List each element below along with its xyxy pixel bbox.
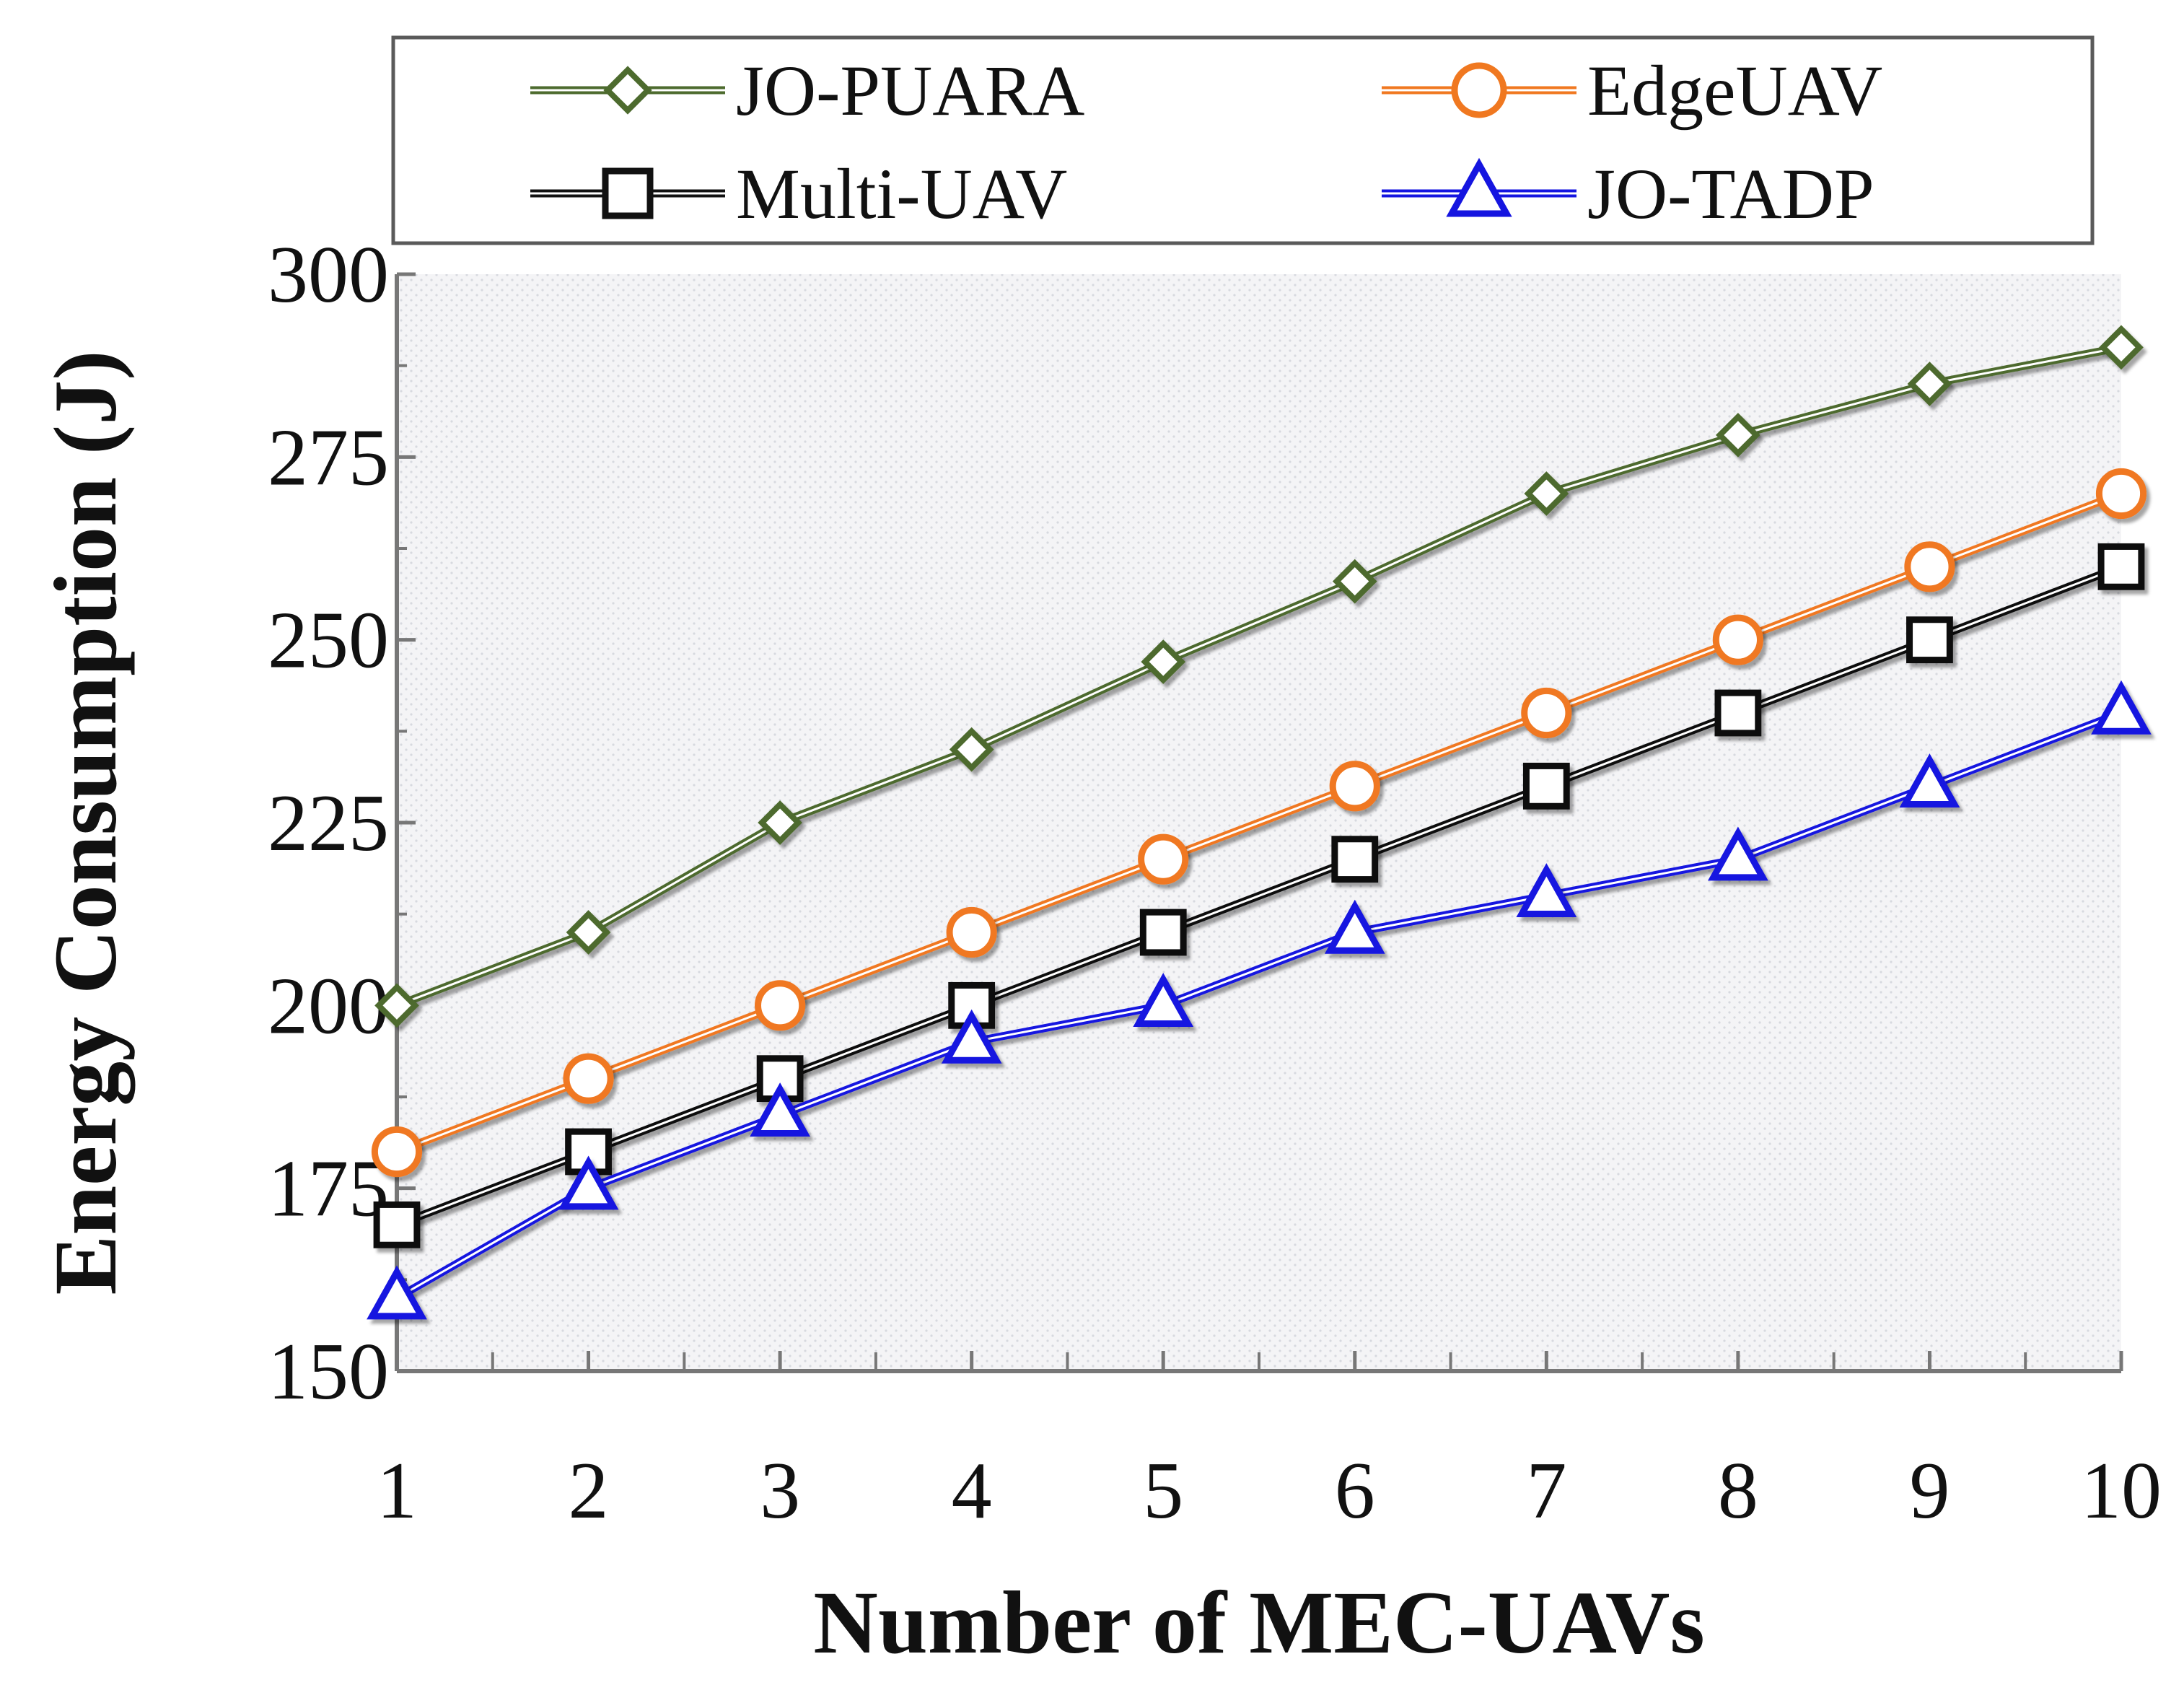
x-tick-label: 4 [952, 1446, 992, 1536]
series-jo-puara [374, 325, 2144, 1028]
x-tick-label: 1 [377, 1446, 417, 1536]
series-markers [374, 325, 2144, 1028]
legend-box [391, 35, 2095, 245]
data-point [755, 980, 806, 1031]
data-point [1133, 973, 1194, 1028]
data-point [558, 1155, 619, 1210]
y-tick-label: 275 [268, 413, 389, 502]
legend-marker-icon [1451, 62, 1507, 118]
y-tick-label: 200 [268, 961, 389, 1051]
y-ticks: 150 175 200 225 250 275 300 [268, 230, 416, 1417]
data-point [374, 983, 419, 1028]
y-tick-label: 175 [268, 1145, 389, 1234]
x-tick-label: 5 [1143, 1446, 1183, 1536]
x-tick-label: 6 [1335, 1446, 1375, 1536]
legend-item-jo-tadp: JO-TADP [1382, 154, 1874, 234]
data-point [1329, 761, 1380, 812]
data-point [1906, 616, 1953, 664]
legend: JO-PUARA EdgeUAV Multi-UAV JO-TADP [391, 35, 2095, 245]
y-tick-label: 250 [268, 596, 389, 686]
data-point [1138, 833, 1189, 885]
data-point [1904, 541, 1955, 592]
series-jo-tadp [367, 680, 2152, 1320]
data-point [1712, 614, 1763, 665]
data-point [1332, 559, 1377, 604]
series-layer [367, 325, 2152, 1320]
series-markers [367, 680, 2152, 1320]
data-point [2091, 680, 2152, 735]
series-line-highlight [396, 565, 2122, 1226]
data-point [1714, 689, 1762, 737]
data-point [2095, 468, 2147, 520]
x-tick-label: 7 [1526, 1446, 1566, 1536]
data-point [941, 1009, 1002, 1064]
series-line-highlight [396, 712, 2122, 1299]
data-point [373, 1201, 421, 1248]
legend-item-multi-uav: Multi-UAV [530, 154, 1067, 234]
x-ticks: 1 2 3 4 5 6 7 8 9 10 [377, 1351, 2162, 1536]
legend-item-edgeuav: EdgeUAV [1382, 51, 1882, 131]
data-point [1516, 863, 1577, 918]
data-point [946, 906, 997, 958]
legend-label: JO-PUARA [736, 51, 1084, 131]
y-tick-label: 300 [268, 230, 389, 320]
y-axis-title: Energy Consumption (J) [36, 350, 136, 1295]
data-point [1331, 836, 1379, 883]
data-point [1521, 687, 1572, 739]
legend-label: Multi-UAV [736, 154, 1067, 234]
data-point [563, 1053, 614, 1104]
x-tick-label: 9 [1909, 1446, 1950, 1536]
data-point [1522, 762, 1570, 810]
data-point [1899, 753, 1960, 808]
data-point [949, 727, 994, 772]
series-edgeuav [371, 468, 2147, 1178]
legend-label: JO-TADP [1587, 154, 1874, 234]
series-markers [373, 543, 2145, 1248]
y-tick-label: 150 [268, 1327, 389, 1417]
data-point [371, 1126, 423, 1178]
x-tick-label: 8 [1718, 1446, 1758, 1536]
data-point [758, 800, 802, 845]
x-axis-title: Number of MEC-UAVs [813, 1573, 1704, 1672]
legend-marker-icon [1446, 157, 1512, 217]
data-point [1907, 362, 1952, 406]
data-point [1716, 413, 1760, 458]
data-point [750, 1082, 810, 1137]
data-point [566, 910, 611, 955]
data-point [2099, 325, 2144, 370]
series-line-highlight [396, 346, 2122, 1007]
legend-marker-icon [603, 66, 652, 115]
data-point [1708, 826, 1768, 881]
series-multi-uav [373, 543, 2145, 1248]
legend-item-jo-puara: JO-PUARA [530, 51, 1084, 131]
legend-marker-icon [602, 167, 654, 219]
series-markers [371, 468, 2147, 1178]
data-point [1524, 471, 1569, 516]
series-line-highlight [396, 492, 2122, 1153]
data-point [2097, 543, 2145, 590]
x-tick-label: 3 [760, 1446, 800, 1536]
data-point [1324, 899, 1385, 954]
data-point [1139, 909, 1187, 956]
data-point [1141, 639, 1186, 684]
x-tick-label: 2 [569, 1446, 609, 1536]
legend-label: EdgeUAV [1587, 51, 1882, 131]
x-tick-label: 10 [2081, 1446, 2162, 1536]
y-tick-label: 225 [268, 779, 389, 868]
data-point [367, 1265, 427, 1320]
